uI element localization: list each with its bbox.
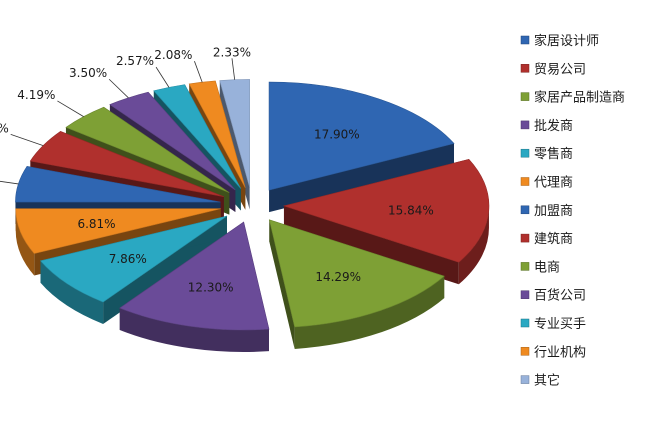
pie-slice-7 — [15, 166, 221, 203]
data-label-leader-line — [194, 61, 203, 83]
legend-label: 批发商 — [534, 118, 573, 134]
legend-label: 专业买手 — [534, 317, 586, 332]
legend-item: 贸易公司 — [520, 62, 586, 77]
data-label-5: 7.86% — [109, 252, 147, 266]
legend-label: 建筑商 — [534, 231, 573, 247]
legend-swatch — [520, 318, 530, 328]
data-label-3: 14.29% — [315, 270, 361, 284]
pie-slice-rim — [119, 308, 270, 352]
pie-slice-rim — [15, 208, 35, 276]
legend-swatch — [520, 262, 530, 271]
data-label-1: 17.90% — [314, 127, 360, 141]
legend-swatch — [520, 177, 530, 186]
data-label-leader-line — [57, 100, 84, 117]
legend-swatch — [520, 92, 530, 101]
legend-swatch — [520, 233, 530, 243]
data-label-leader-line — [10, 133, 44, 146]
legend-label: 零售商 — [534, 146, 573, 162]
pie-slice-9 — [65, 106, 230, 193]
data-label-leader-line — [0, 180, 19, 185]
legend-item: 加盟商 — [520, 204, 573, 219]
pie-data-labels: 17.90%15.84%14.29%12.30%7.86%6.81%5.36%4… — [0, 45, 434, 295]
legend-item: 百货公司 — [520, 288, 586, 304]
data-label-9: 4.19% — [17, 88, 55, 102]
pie-slice-3 — [268, 219, 445, 328]
legend-label: 加盟商 — [534, 204, 573, 219]
legend-item: 代理商 — [520, 176, 573, 191]
pie-slice-wall — [283, 205, 459, 285]
pie-slice-6 — [15, 208, 221, 254]
pie-slice-rim — [294, 276, 445, 349]
legend-item: 家居产品制造商 — [520, 90, 625, 106]
legend-label: 代理商 — [534, 176, 573, 191]
legend-label: 行业机构 — [534, 345, 586, 360]
pie-slice-rim — [458, 205, 489, 285]
legend-item: 行业机构 — [520, 345, 586, 360]
data-label-2: 15.84% — [388, 203, 434, 217]
legend-swatch — [520, 35, 530, 45]
legend-swatch — [520, 290, 530, 299]
legend-label: 家居设计师 — [534, 33, 599, 49]
legend-swatch — [520, 205, 530, 215]
legend-item: 零售商 — [520, 146, 573, 162]
pie-slice-10 — [109, 91, 236, 191]
data-label-11: 2.57% — [116, 54, 154, 68]
data-label-leader-line — [108, 78, 129, 99]
data-label-leader-line — [155, 66, 170, 88]
legend-item: 其它 — [520, 373, 560, 389]
pie-slice-12 — [188, 80, 246, 188]
data-label-12: 2.08% — [154, 48, 192, 62]
pie-slice-5 — [39, 215, 228, 303]
legend: 家居设计师贸易公司家居产品制造商批发商零售商代理商加盟商建筑商电商百货公司专业买… — [520, 33, 625, 389]
data-label-10: 3.50% — [69, 66, 107, 80]
data-label-4: 12.30% — [188, 281, 234, 295]
pie-slice-2 — [282, 158, 490, 263]
pie-slice-rim — [40, 260, 104, 325]
pie-slice-wall — [269, 143, 454, 213]
legend-label: 家居产品制造商 — [534, 90, 625, 106]
legend-label: 百货公司 — [534, 288, 586, 304]
legend-item: 家居设计师 — [520, 33, 599, 49]
pie-slices — [15, 79, 490, 331]
legend-item: 电商 — [520, 260, 560, 275]
pie-slice-4 — [119, 221, 270, 331]
legend-label: 贸易公司 — [534, 62, 586, 77]
legend-item: 批发商 — [520, 118, 573, 134]
data-label-8: 4.97% — [0, 121, 9, 135]
legend-swatch — [520, 120, 530, 130]
legend-swatch — [520, 375, 530, 384]
data-label-6: 6.81% — [77, 217, 115, 231]
pie-slice-11 — [153, 84, 242, 189]
pie-slice-1 — [268, 81, 455, 191]
legend-swatch — [520, 347, 530, 356]
legend-swatch — [520, 64, 530, 73]
data-label-13: 2.33% — [213, 45, 251, 59]
legend-label: 其它 — [534, 373, 560, 389]
legend-label: 电商 — [534, 260, 560, 275]
legend-item: 专业买手 — [520, 317, 586, 332]
data-label-leader-line — [231, 58, 236, 80]
legend-item: 建筑商 — [520, 231, 573, 247]
pie-slice-wall — [269, 219, 295, 349]
legend-swatch — [520, 148, 530, 158]
